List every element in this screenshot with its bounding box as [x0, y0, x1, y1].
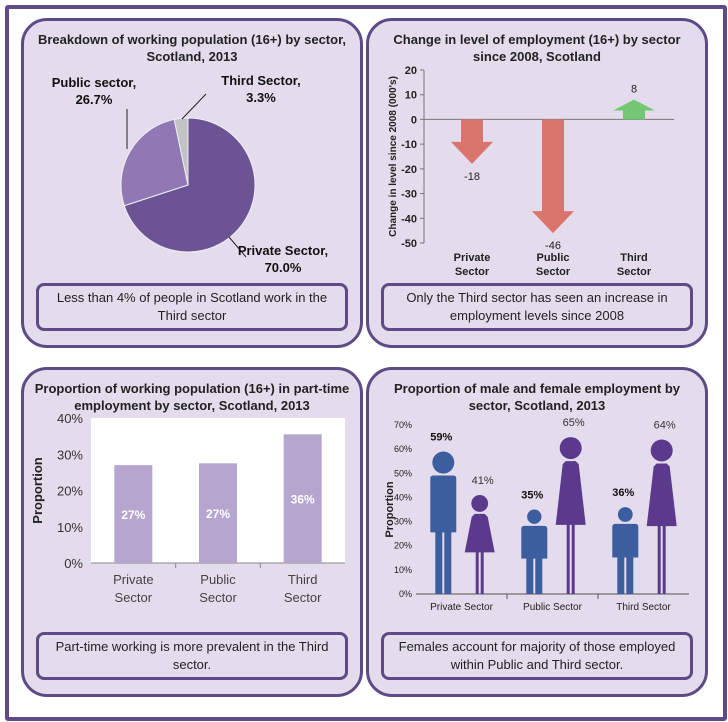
panel-title: Proportion of male and female employment…: [393, 381, 681, 413]
y-tick-label: 40%: [57, 411, 83, 426]
slice-label: Private Sector, 70.0%: [238, 243, 328, 275]
y-axis-label: Proportion: [30, 457, 45, 523]
panel-sector-breakdown: Breakdown of working population (16+) by…: [21, 18, 363, 348]
panel-note: Females account for majority of those em…: [381, 632, 693, 680]
panel-employment-change: Change in level of employment (16+) by s…: [366, 18, 708, 348]
male-figure: [612, 523, 639, 594]
y-tick-label: 10: [405, 90, 417, 102]
y-tick-label: 70%: [394, 420, 412, 430]
y-tick-label: 30%: [57, 447, 83, 462]
y-tick-label: 30%: [394, 517, 412, 527]
category-label: Public Sector: [536, 252, 571, 278]
y-tick-label: 40%: [394, 492, 412, 502]
value-label: 8: [631, 84, 637, 96]
male-value-label: 35%: [521, 490, 543, 502]
male-value-label: 36%: [612, 487, 634, 499]
pie-slice: [123, 117, 256, 253]
category-label: Third Sector: [284, 572, 322, 605]
y-tick-label: 20%: [57, 484, 83, 499]
female-figure: [646, 463, 677, 594]
male-figure: [521, 525, 548, 594]
female-value-label: 64%: [654, 419, 676, 431]
category-label: Third Sector: [616, 602, 671, 613]
female-figure-head: [559, 437, 582, 460]
y-tick-label: -50: [401, 238, 417, 250]
panel-title: Proportion of working population (16+) i…: [34, 381, 350, 413]
bar: [114, 465, 153, 563]
y-tick-label: -10: [401, 139, 417, 151]
value-label: 27%: [206, 507, 230, 521]
value-label: 27%: [121, 508, 145, 522]
y-tick-label: 10%: [57, 520, 83, 535]
slice-label: Third Sector, 3.3%: [221, 73, 300, 105]
leader-line: [228, 236, 247, 258]
panel-gender-split: Proportion of male and female employment…: [366, 367, 708, 697]
y-tick-label: 20%: [394, 541, 412, 551]
category-label: Public Sector: [199, 572, 237, 605]
panel-title: Breakdown of working population (16+) by…: [37, 32, 347, 64]
gender-pictogram-chart: 70% 60% 50% 40% 30% 20% 10% 0% Proportion 59% 41% P…: [384, 417, 689, 613]
category-label: Private Sector: [454, 252, 491, 278]
pie-slice: [120, 118, 189, 207]
value-label: -18: [464, 171, 480, 183]
category-label: Public Sector: [523, 602, 583, 613]
y-tick-label: 10%: [394, 565, 412, 575]
female-figure-head: [650, 439, 673, 462]
pie-chart: Private Sector, 70.0% Public sector, 26.7% T…: [52, 73, 328, 275]
female-value-label: 41%: [472, 475, 494, 487]
panel-note: Less than 4% of people in Scotland work …: [36, 283, 348, 331]
female-figure: [464, 513, 495, 594]
leader-line: [181, 93, 207, 120]
panel-part-time: Proportion of working population (16+) i…: [21, 367, 363, 697]
y-tick-label: 0%: [64, 556, 83, 571]
slice-label: Public sector, 26.7%: [52, 75, 137, 107]
pie-slice: [173, 117, 189, 186]
y-tick-label: 50%: [394, 468, 412, 478]
change-arrow: [451, 119, 493, 164]
y-tick-label: -40: [401, 213, 417, 225]
male-figure-head: [527, 509, 542, 524]
female-value-label: 65%: [563, 417, 585, 429]
female-figure: [555, 461, 586, 594]
bar: [199, 463, 237, 563]
panel-note: Only the Third sector has seen an increa…: [381, 283, 693, 331]
y-tick-label: -30: [401, 189, 417, 201]
part-time-bar-chart: 40% 30% 20% 10% 0% 27% Private Sector 27% Public S…: [30, 411, 345, 605]
y-tick-label: 0%: [399, 589, 412, 599]
change-arrow: [613, 99, 655, 120]
male-figure: [430, 475, 457, 594]
y-tick-label: 20: [405, 65, 417, 77]
y-axis-label: Proportion: [384, 481, 396, 537]
male-figure-head: [432, 451, 455, 474]
male-value-label: 59%: [430, 432, 452, 444]
panel-title: Change in level of employment (16+) by s…: [393, 32, 681, 64]
panel-note: Part-time working is more prevalent in t…: [36, 632, 348, 680]
change-arrow: [532, 119, 574, 234]
y-tick-label: 60%: [394, 444, 412, 454]
value-label: 36%: [291, 493, 315, 507]
category-label: Private Sector: [430, 602, 493, 613]
bar: [283, 434, 322, 563]
female-figure-head: [471, 495, 489, 512]
male-figure-head: [617, 507, 633, 522]
y-tick-label: -20: [401, 164, 417, 176]
category-label: Third Sector: [617, 252, 652, 278]
y-axis-label: Change in level since 2008 (000's): [388, 76, 399, 237]
y-tick-label: 0: [411, 114, 417, 126]
category-label: Private Sector: [113, 572, 153, 605]
value-label: -46: [545, 240, 561, 252]
